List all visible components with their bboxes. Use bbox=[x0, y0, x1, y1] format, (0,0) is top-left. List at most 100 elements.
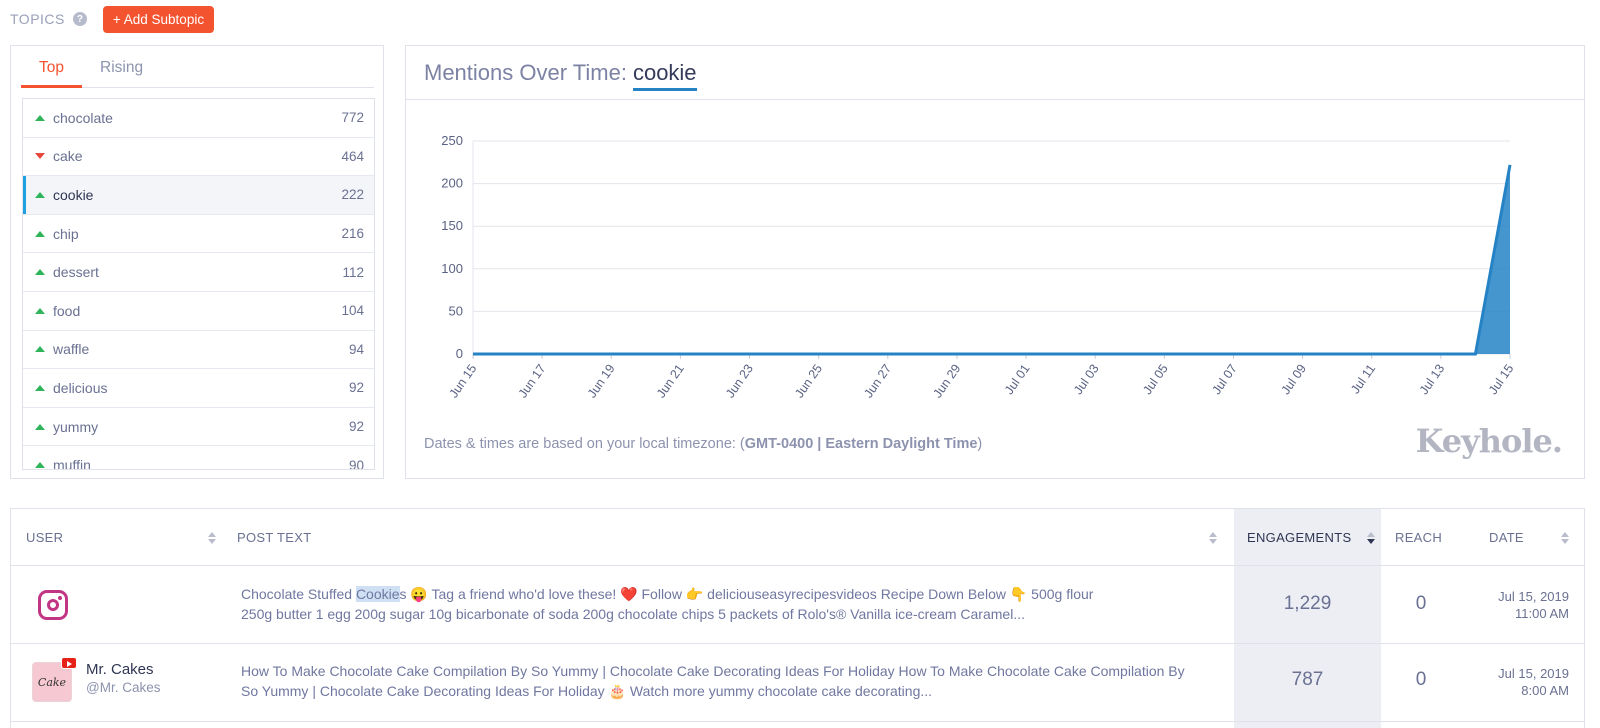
subtopic-panel: Top Rising chocolate 772 cake 464 cookie 222 c… bbox=[10, 45, 384, 479]
tab-top[interactable]: Top bbox=[21, 56, 82, 88]
chart-title-term[interactable]: cookie bbox=[632, 60, 697, 91]
subtopic-count: 92 bbox=[348, 419, 364, 435]
column-engagements[interactable]: ENGAGEMENTS bbox=[1247, 509, 1375, 566]
y-tick-label: 150 bbox=[441, 218, 463, 233]
user-info[interactable]: Mr. Cakes @Mr. Cakes bbox=[86, 661, 160, 695]
subtopic-count: 222 bbox=[341, 187, 364, 203]
series-area bbox=[473, 164, 1510, 354]
subtopic-name: yummy bbox=[53, 418, 99, 435]
sort-desc-icon[interactable] bbox=[1367, 531, 1375, 545]
chart-title: Mentions Over Time: bbox=[424, 60, 627, 85]
avatar[interactable]: Cake bbox=[32, 657, 77, 702]
subtopic-count: 92 bbox=[348, 380, 364, 396]
x-tick-label: Jul 05 bbox=[1140, 362, 1171, 397]
post-text-line: So Yummy | Chocolate Cake Decorating Ide… bbox=[241, 683, 933, 699]
subtopic-name: cake bbox=[53, 148, 83, 165]
series-line bbox=[473, 164, 1512, 356]
topics-bar: TOPICS ? + Add Subtopic bbox=[10, 5, 215, 33]
reach-value: 0 bbox=[1415, 593, 1427, 614]
trend-up-icon bbox=[35, 269, 45, 276]
x-tick-label: Jun 29 bbox=[930, 362, 963, 401]
subtopic-item-waffle[interactable]: waffle 94 bbox=[23, 331, 374, 370]
trend-up-icon bbox=[35, 423, 45, 430]
subtopic-name: chip bbox=[53, 225, 79, 242]
add-subtopic-button[interactable]: + Add Subtopic bbox=[102, 5, 215, 33]
user-name[interactable]: Mr. Cakes bbox=[86, 661, 154, 678]
y-tick-label: 200 bbox=[441, 176, 463, 191]
x-tick-label: Jun 27 bbox=[861, 362, 894, 401]
x-tick-label: Jun 17 bbox=[516, 362, 549, 401]
date-text: Jul 15, 2019 bbox=[1498, 589, 1569, 604]
subtopic-count: 90 bbox=[348, 457, 364, 470]
x-tick-label: Jul 13 bbox=[1417, 362, 1448, 397]
x-tick-label: Jul 15 bbox=[1486, 362, 1517, 397]
column-date[interactable]: DATE bbox=[1489, 509, 1569, 566]
date-text: Jul 15, 2019 bbox=[1498, 666, 1569, 681]
trend-up-icon bbox=[35, 230, 45, 237]
timezone-value: GMT-0400 | Eastern Daylight Time bbox=[744, 436, 978, 452]
x-tick-label: Jul 09 bbox=[1278, 362, 1309, 397]
subtopic-name: delicious bbox=[53, 379, 108, 396]
time-text: 8:00 AM bbox=[1521, 683, 1569, 698]
engagements-value: 787 bbox=[1291, 669, 1324, 690]
sort-icon[interactable] bbox=[208, 531, 216, 545]
column-post-text[interactable]: POST TEXT bbox=[237, 509, 1217, 566]
sort-icon[interactable] bbox=[1561, 531, 1569, 545]
table-header: USER POST TEXT ENGAGEMENTS REACH DATE bbox=[11, 509, 1584, 566]
mentions-chart-panel: Mentions Over Time: cookie 0 50 100 150 200 2… bbox=[405, 45, 1585, 479]
subtopic-item-dessert[interactable]: dessert 112 bbox=[23, 253, 374, 292]
date-value: Jul 15, 2019 8:00 AM bbox=[1441, 665, 1569, 699]
keyhole-logo: Keyhole. bbox=[1415, 422, 1563, 460]
table-row[interactable]: Cake Mr. Cakes @Mr. Cakes How To Make Ch… bbox=[11, 644, 1584, 722]
table-row[interactable]: Chocolate Stuffed Cookies 😛 Tag a friend… bbox=[11, 566, 1584, 644]
subtopic-name: cookie bbox=[53, 186, 94, 203]
trend-down-icon bbox=[35, 153, 45, 160]
post-text[interactable]: Chocolate Stuffed Cookies 😛 Tag a friend… bbox=[241, 584, 1221, 624]
instagram-icon[interactable] bbox=[38, 590, 68, 620]
post-text-part: Chocolate Stuffed bbox=[241, 586, 356, 602]
help-icon[interactable]: ? bbox=[72, 12, 87, 26]
subtopic-item-cake[interactable]: cake 464 bbox=[23, 138, 374, 177]
x-tick-label: Jun 19 bbox=[585, 362, 618, 401]
subtopic-item-yummy[interactable]: yummy 92 bbox=[23, 408, 374, 447]
subtopic-name: food bbox=[53, 302, 81, 319]
reach-value: 0 bbox=[1415, 669, 1427, 690]
sort-icon[interactable] bbox=[1209, 531, 1217, 545]
subtopic-tabs: Top Rising bbox=[21, 56, 374, 88]
y-tick-label: 100 bbox=[441, 261, 463, 276]
trend-up-icon bbox=[35, 462, 45, 469]
post-text-line: How To Make Chocolate Cake Compilation B… bbox=[241, 663, 1185, 679]
column-user[interactable]: USER bbox=[26, 509, 216, 566]
mentions-chart[interactable]: 0 50 100 150 200 250 Jun 15 Jun 17 Jun 19 Jun 21 J… bbox=[406, 101, 1584, 421]
post-text-part: s 😛 Tag a friend who'd love these! ❤️ Fo… bbox=[399, 586, 1094, 602]
timezone-prefix: Dates & times are based on your local ti… bbox=[424, 436, 745, 452]
post-text-line: 250g butter 1 egg 200g sugar 10g bicarbo… bbox=[241, 606, 1025, 622]
subtopic-item-cookie[interactable]: cookie 222 bbox=[23, 176, 374, 215]
y-tick-label: 0 bbox=[456, 346, 463, 361]
subtopic-count: 104 bbox=[341, 303, 364, 319]
x-tick-label: Jun 21 bbox=[654, 362, 687, 401]
subtopic-item-muffin[interactable]: muffin 90 bbox=[23, 446, 374, 470]
x-tick-label: Jul 01 bbox=[1002, 362, 1033, 397]
post-text-highlight: Cookie bbox=[355, 586, 400, 602]
tab-rising[interactable]: Rising bbox=[100, 59, 144, 76]
subtopic-item-delicious[interactable]: delicious 92 bbox=[23, 369, 374, 408]
post-text[interactable]: How To Make Chocolate Cake Compilation B… bbox=[241, 661, 1221, 701]
subtopic-name: dessert bbox=[53, 264, 99, 281]
column-reach[interactable]: REACH bbox=[1395, 509, 1455, 566]
x-tick-label: Jun 25 bbox=[792, 362, 825, 401]
subtopic-count: 464 bbox=[341, 148, 364, 164]
subtopic-item-chip[interactable]: chip 216 bbox=[23, 215, 374, 254]
y-tick-label: 250 bbox=[441, 133, 463, 148]
timezone-suffix: ) bbox=[977, 436, 983, 452]
column-reach-label: REACH bbox=[1395, 530, 1443, 545]
trend-up-icon bbox=[35, 307, 45, 314]
subtopic-list[interactable]: chocolate 772 cake 464 cookie 222 chip 216 desse… bbox=[22, 98, 375, 470]
time-text: 11:00 AM bbox=[1515, 606, 1569, 621]
subtopic-item-chocolate[interactable]: chocolate 772 bbox=[23, 99, 374, 138]
posts-table: USER POST TEXT ENGAGEMENTS REACH DATE Ch… bbox=[10, 508, 1585, 728]
subtopic-item-food[interactable]: food 104 bbox=[23, 292, 374, 331]
youtube-icon bbox=[61, 657, 77, 669]
trend-up-icon bbox=[35, 346, 45, 353]
engagements-column-highlight bbox=[1234, 509, 1381, 728]
